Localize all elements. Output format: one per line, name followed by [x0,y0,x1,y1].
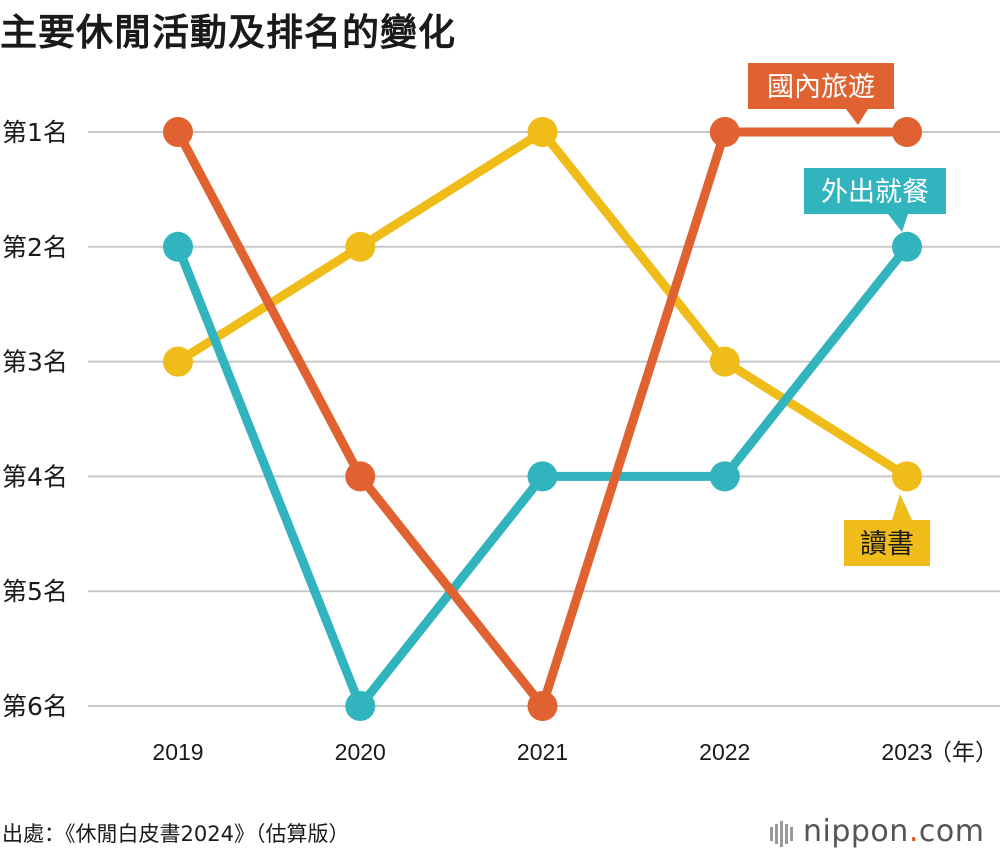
x-tick-label: 2022 [699,739,750,765]
series-line [174,127,907,711]
logo-bars-icon [770,815,795,850]
series-points [163,117,922,721]
series-line [175,127,910,481]
data-point [345,691,376,721]
x-tick-label: 2020 [335,739,386,765]
data-point [527,461,558,492]
x-tick-label: 2019 [152,739,203,765]
data-point [345,231,376,262]
label-pointer [892,494,912,520]
data-point [709,346,740,377]
data-point [163,346,193,377]
series-lines [173,127,911,711]
y-tick-label: 第4名 [2,462,68,491]
brand-name: nippon [803,814,909,849]
label-pointer [888,214,908,232]
data-point [892,117,922,147]
series-label: 外出就餐 [821,177,929,208]
series-label: 國內旅遊 [767,72,875,103]
brand-dot: . [908,814,919,849]
series-label-box [844,520,930,566]
y-tick-label: 第6名 [2,692,68,721]
data-point [163,231,193,262]
y-tick-label: 第2名 [2,233,68,262]
y-tick-label: 第3名 [2,348,68,377]
data-point [709,461,740,492]
series-label: 讀書 [860,529,914,560]
y-tick-label: 第1名 [2,118,68,147]
data-point [527,117,558,147]
data-point [709,117,740,147]
brand-logo: nippon.com [770,814,984,850]
brand-tld: com [918,814,985,849]
x-axis-unit: （年） [929,740,998,766]
label-pointer [846,109,868,125]
data-point [345,461,376,492]
data-point [892,231,922,262]
page-title: 主要休閒活動及排名的變化 [0,11,456,54]
x-tick-label: 2021 [517,739,568,765]
source-note: 出處：《休閒白皮書2024》（估算版） [2,822,350,846]
x-tick-label: 2023 [881,739,932,765]
series-label-box [804,168,946,214]
data-point [892,461,922,492]
series-label-box [748,63,894,109]
data-point [527,691,558,721]
y-tick-label: 第5名 [2,577,68,606]
data-point [163,117,193,147]
x-tick-labels: 2019 2020 2021 2022 2023（年） [152,739,998,766]
